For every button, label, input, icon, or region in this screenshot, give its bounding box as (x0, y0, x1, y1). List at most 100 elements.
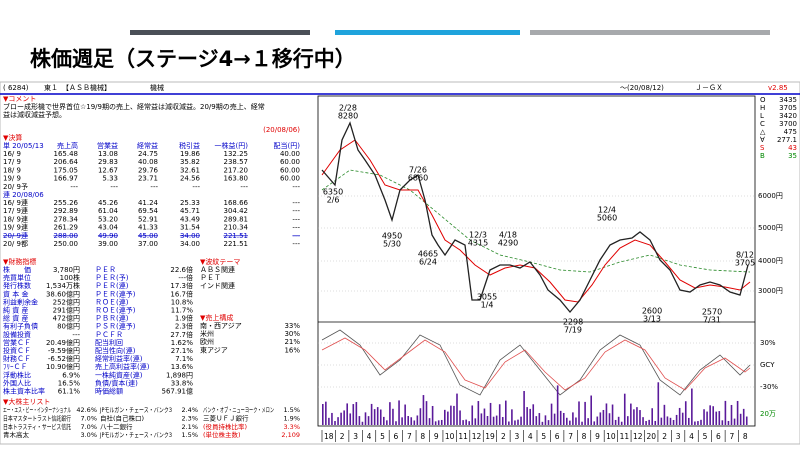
volume-bar (404, 404, 406, 425)
segment: 南・西アジア (200, 321, 242, 330)
volume-bar (596, 416, 599, 425)
volume-bar (556, 385, 559, 425)
volume-bar (654, 420, 657, 425)
indicator-label: ＲＯＥ(連予) (95, 306, 136, 315)
holder: 自社(自己株口) (100, 413, 144, 422)
month-label: 7 (729, 432, 734, 441)
ohlc-key: S (760, 144, 765, 152)
volume-bar (627, 416, 629, 425)
indicator-label: ﾌﾘｰＣＦ (3, 363, 28, 371)
annotation: 2600 (642, 307, 662, 316)
volume-bar (355, 402, 358, 425)
ohlc-value: 475 (784, 128, 797, 136)
theme: ＡＢＳ関連 (200, 265, 235, 274)
volume-bar (584, 401, 586, 425)
month-label: 7 (407, 432, 412, 441)
cell: 29.83 (98, 158, 118, 166)
cell: 168.66 (224, 199, 249, 207)
column-header: 売上高 (57, 141, 78, 150)
cell: 32.61 (180, 166, 200, 174)
volume-bar (346, 403, 348, 425)
ohlc-value: 3700 (779, 120, 797, 128)
volume-bar (498, 404, 501, 425)
column-header: 配当(円) (274, 141, 301, 150)
cell: --- (292, 183, 300, 191)
month-label: 8 (582, 432, 587, 441)
volume-bar (343, 410, 345, 425)
cell: 61.04 (98, 207, 119, 215)
cell: 34.00 (180, 232, 200, 240)
consolidated-label: 連 20/08/06 (3, 190, 44, 199)
volume (322, 382, 748, 425)
volume-bar (657, 382, 660, 425)
annotation: 6860 (408, 174, 428, 183)
holder: 三菱ＵＦＪ銀行 (203, 413, 249, 422)
indicator-value: 22.6倍 (170, 265, 193, 274)
month-label: 9 (595, 432, 600, 441)
month-label: 5 (703, 432, 708, 441)
cell: 40.00 (280, 150, 300, 158)
month-label: 10 (606, 432, 616, 441)
volume-bar (440, 419, 443, 425)
volume-bar (456, 393, 458, 425)
volume-bar (517, 419, 519, 425)
volume-bar (569, 420, 571, 425)
volume-bar (630, 403, 632, 425)
indicator-value: 10.90億円 (46, 362, 80, 371)
volume-bar (733, 418, 736, 425)
volume-bar (547, 420, 550, 425)
volume-bar (721, 420, 724, 425)
volume-bar (422, 395, 425, 425)
month-label: 6 (555, 432, 560, 441)
segment: 東アジア (200, 345, 228, 354)
holder-share: 1.5% (283, 406, 300, 414)
cell: 289.81 (224, 215, 249, 223)
indicator-value: 33.8% (171, 379, 194, 387)
section-heading: ▼コメント (3, 95, 36, 103)
volume-bar (358, 416, 361, 425)
month-label: 12 (472, 432, 482, 441)
volume-bar (678, 407, 681, 425)
holder-share: 3.3% (283, 423, 300, 431)
content: ▼コメントブロー成形機で世界首位☆19/9期の売上、経常益は減収減益。20/9期… (3, 95, 797, 442)
market: 東１ (44, 83, 58, 92)
cell: 60.00 (280, 158, 300, 166)
segment: 欧州 (200, 337, 214, 346)
short-ma (321, 139, 751, 303)
volume-bar (459, 410, 461, 425)
cell: 18/ 9連 (3, 214, 28, 223)
volume-bar (468, 421, 470, 425)
cell: 16/ 9 (3, 150, 21, 158)
section-heading: ▼大株主リスト (3, 397, 50, 406)
sector: 機械 (150, 83, 164, 92)
cell: 35.82 (180, 158, 200, 166)
indicator-value: 1,898円 (166, 371, 193, 379)
theme: ＰＥＴ (200, 274, 221, 282)
cell: 288.00 (54, 232, 79, 240)
indicator-label: 時価総額 (95, 387, 123, 396)
month-label: 10 (445, 432, 455, 441)
price-axis-label: 5000円 (758, 224, 783, 232)
cell: 261.29 (54, 224, 79, 232)
indicator-value: --- (72, 331, 80, 339)
volume-bar (407, 416, 409, 425)
volume-bar (462, 420, 464, 425)
volume-bar (526, 407, 528, 425)
volume-bar (642, 417, 644, 425)
month-label: 5 (541, 432, 546, 441)
volume-bar (703, 409, 705, 425)
ohlc-key: H (760, 104, 765, 112)
volume-bar (431, 405, 434, 425)
volume-bar (474, 418, 477, 425)
comment-line: 益は減収減益予想。 (3, 110, 66, 119)
volume-bar (559, 410, 562, 425)
holder: JPモルガン・チェース・バンク3 (99, 430, 172, 439)
theme: インド関連 (200, 281, 235, 290)
indicator-label: 営業ＣＦ (3, 338, 31, 347)
cell: 17/ 9 (3, 158, 21, 166)
volume-bar (709, 405, 711, 425)
cell: 43.49 (180, 215, 200, 223)
ohlc-key: C (760, 120, 765, 128)
volume-bar (373, 409, 376, 425)
column-header: 単 20/05/13 (3, 141, 44, 150)
